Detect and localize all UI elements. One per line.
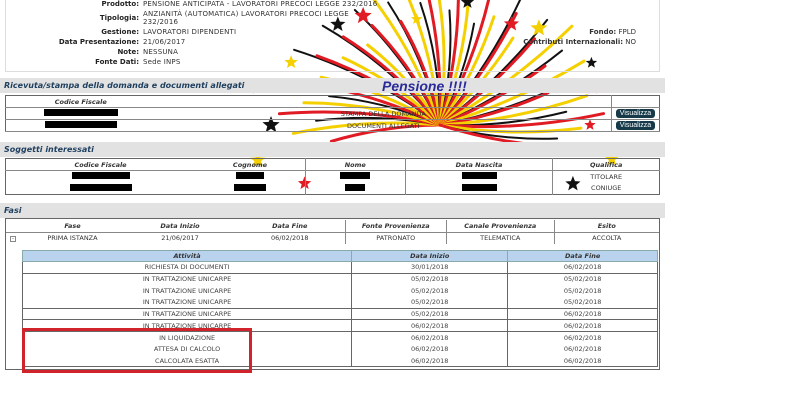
firework-ray (437, 0, 446, 127)
attivita-table: Attività Data Inizio Data Fine RICHIESTA D… (21, 250, 658, 368)
fondo-value: FPLD (618, 28, 636, 36)
contributi-value: NO (625, 38, 636, 46)
redacted (43, 109, 118, 116)
star-icon (330, 16, 346, 31)
attivita-row: IN TRATTAZIONE UNICARPE 05/02/2018 05/02/2… (21, 273, 658, 285)
fondo-label: Fondo: (589, 28, 617, 36)
redacted (44, 121, 117, 128)
fireworks-image (250, 0, 619, 215)
firework-ray (302, 101, 442, 127)
table-row: DOCUMENTI ALLEGATI Visualizza (5, 119, 660, 132)
fase-row: - PRIMA ISTANZA 21/06/2017 06/02/2018 PATRON… (6, 232, 659, 244)
highlight-box (22, 328, 252, 373)
table-row: TITOLARE (6, 170, 660, 183)
pensione-overlay-text: Pensione !!!! (382, 78, 467, 94)
info-right: Fondo: FPLD Contributi Internazionali: N… (486, 27, 636, 47)
attivita-row: CALCOLATA ESATTA 06/02/2018 06/02/2018 (21, 355, 658, 368)
table-row: STAMPA DELLA DOMANDA Visualizza (5, 107, 660, 120)
star-icon (530, 19, 548, 36)
firework-ray (372, 0, 442, 127)
star-icon (262, 116, 280, 133)
firework-ray (407, 0, 442, 127)
attivita-row: IN LIQUIDAZIONE 06/02/2018 06/02/2018 (21, 331, 658, 344)
contributi-label: Contributi Internazionali: (523, 38, 624, 46)
firework-ray (438, 94, 589, 127)
attivita-row: IN TRATTAZIONE UNICARPE 05/02/2018 06/02/2… (21, 308, 658, 321)
firework-ray (438, 112, 606, 129)
star-icon (297, 176, 312, 190)
attivita-row: IN TRATTAZIONE UNICARPE 05/02/2018 05/02/2… (21, 284, 658, 297)
attivita-row: IN TRATTAZIONE UNICARPE 05/02/2018 05/02/2… (21, 296, 658, 309)
collapse-icon[interactable]: - (10, 236, 16, 243)
star-icon (354, 6, 372, 24)
firework-ray (277, 110, 442, 127)
fasi-table: Fase Data Inizio Data Fine Fonte Provenienz… (5, 218, 660, 370)
star-icon (503, 16, 520, 31)
firework-ray (438, 0, 491, 127)
attivita-row: RICHIESTA DI DOCUMENTI 30/01/2018 06/02/20… (21, 261, 658, 274)
star-icon (460, 0, 475, 8)
star-icon (284, 55, 298, 68)
pratica-info-panel: Prodotto: PENSIONE ANTICIPATA - LAVORATOR… (5, 0, 660, 72)
soggetti-table: Codice Fiscale Cognome Nome Data Nascita Qua… (5, 158, 660, 195)
firework-ray (438, 0, 460, 127)
ricevuta-table: Codice Fiscale STAMPA DELLA DOMANDA Visua… (5, 95, 660, 132)
star-icon (584, 119, 596, 130)
visualizza-button[interactable]: Visualizza (615, 109, 656, 118)
firework-ray (291, 121, 442, 135)
star-icon (585, 56, 598, 68)
section-fasi: Fasi (0, 203, 665, 218)
col-codice-fiscale: Codice Fiscale (54, 97, 107, 106)
visualizza-button[interactable]: Visualizza (615, 121, 656, 130)
star-icon (250, 152, 266, 167)
firework-ray (438, 59, 586, 127)
star-icon (410, 13, 423, 24)
attivita-row: ATTESA DI CALCOLO 06/02/2018 06/02/2018 (21, 343, 658, 355)
firework-ray (427, 0, 442, 127)
section-soggetti: Soggetti interessati (0, 142, 665, 157)
section-ricevuta: Ricevuta/stampa della domanda e document… (0, 78, 665, 93)
firework-ray (438, 0, 470, 127)
table-row: CONIUGE (6, 182, 660, 195)
